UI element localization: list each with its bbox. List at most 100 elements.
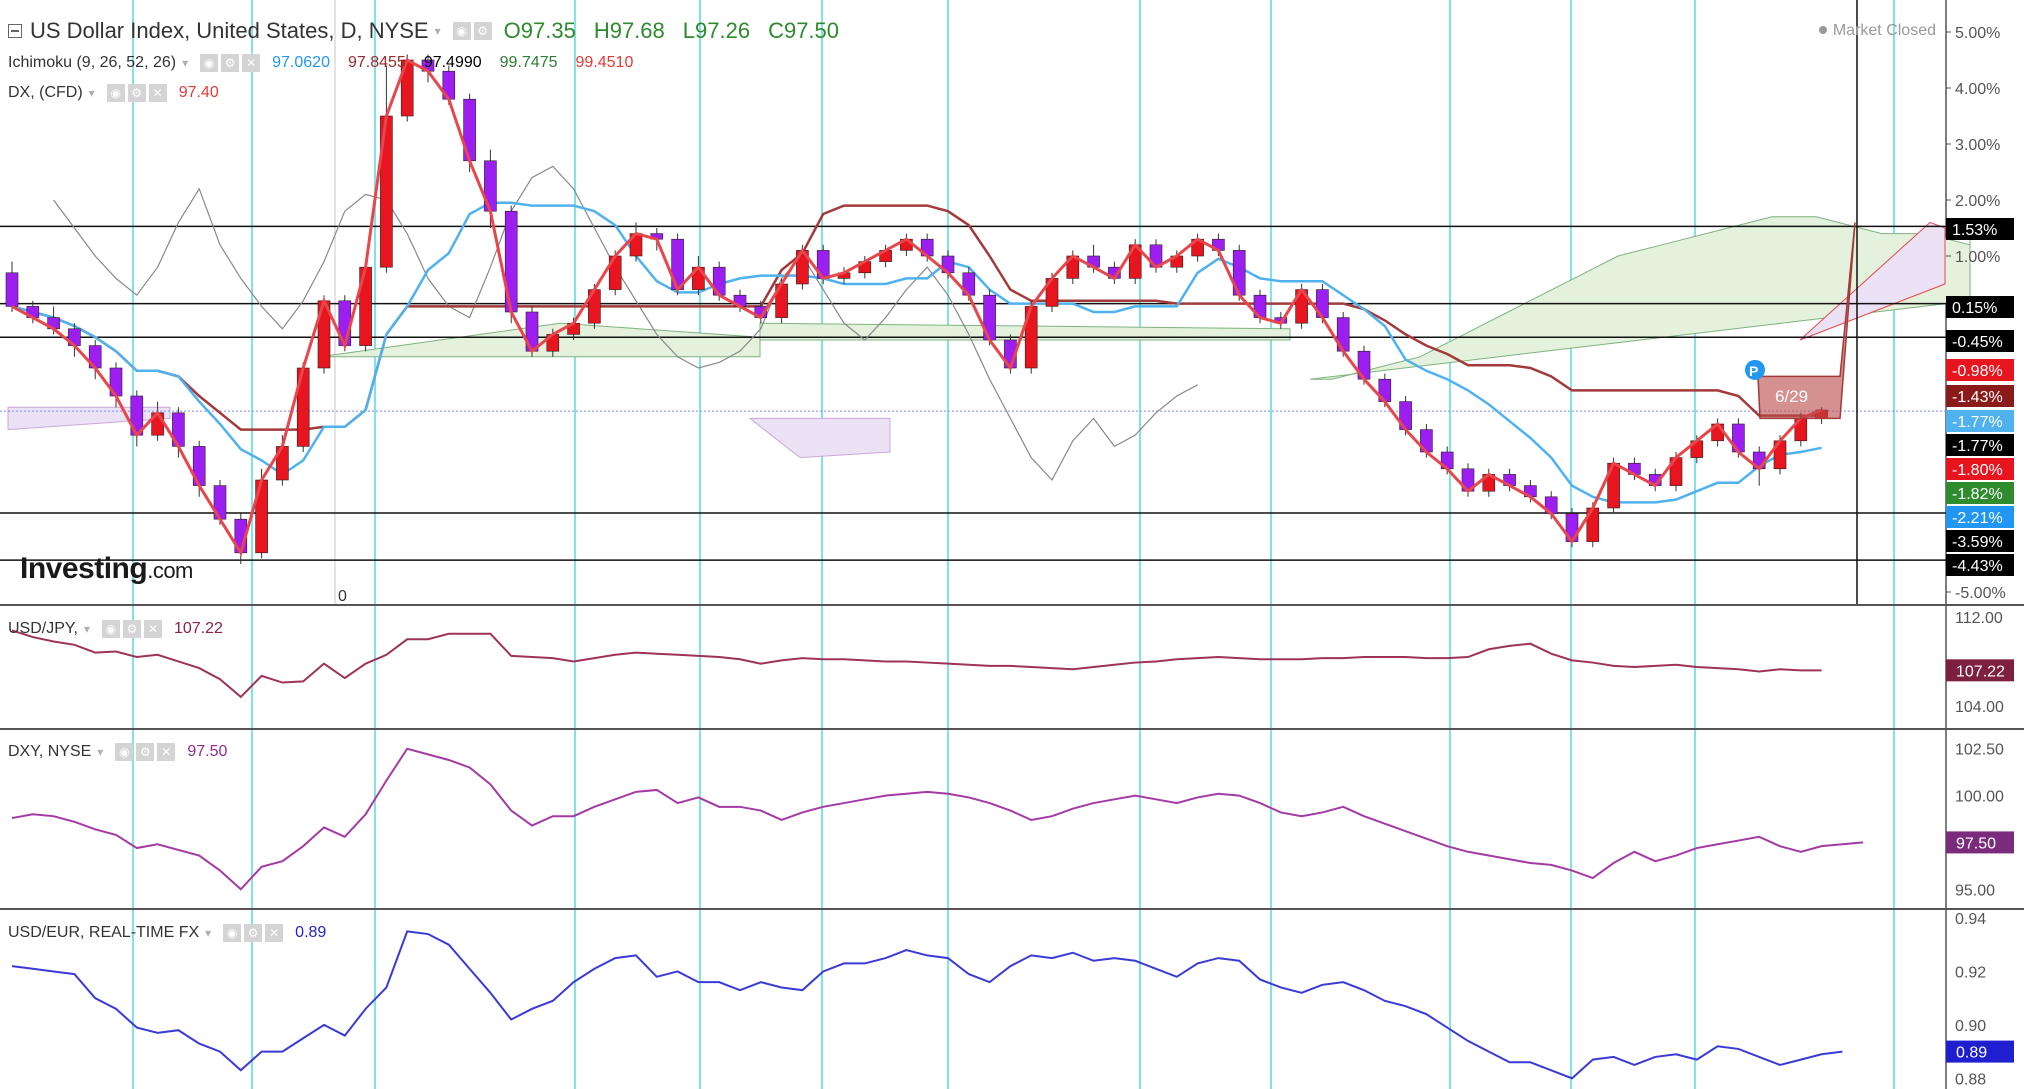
dx-close-line [11,57,1823,557]
price-badge-label: -2.21% [1952,510,2003,527]
logo-suffix: .com [147,558,193,583]
ichimoku-cloud-pink [1799,221,1946,341]
gear-icon[interactable]: ⚙ [221,54,240,72]
y-tick-label: 5.00% [1955,25,2000,42]
legend-tools: ◉ ⚙ [452,22,492,40]
y-tick-label: 0.90 [1955,1018,1986,1035]
price-badge-label: 1.53% [1952,222,1997,239]
price-badge [1946,458,2014,480]
ichimoku-cloud-pink [748,417,891,459]
chevron-down-icon[interactable]: ▾ [88,86,95,100]
usdeur-last-badge [1946,1040,2014,1063]
price-badge-label: -1.77% [1952,438,2003,455]
price-badge [1946,385,2014,407]
eye-icon[interactable]: ◉ [200,54,219,72]
price-badge [1946,554,2014,576]
y-tick-label: 104.00 [1955,699,2004,716]
price-badge [1946,506,2014,528]
ichimoku-base-line [11,204,1822,431]
gear-icon[interactable]: ⚙ [473,22,492,40]
chevron-down-icon[interactable]: ▾ [182,56,189,70]
ichimoku-lagging-span [53,165,1198,482]
collapse-icon[interactable] [8,24,22,38]
usdjpy-line [11,629,1822,699]
usdeur-name[interactable]: USD/EUR, REAL-TIME FX [8,924,200,941]
dxy-legend: DXY, NYSE ▾ ◉ ⚙ ✕ 97.50 [8,743,245,761]
dx-legend: DX, (CFD) ▾ ◉ ⚙ ✕ 97.40 [8,84,237,102]
marker-label: P [1749,363,1758,379]
close-icon[interactable]: ✕ [265,924,284,942]
price-badge [1946,410,2014,432]
close-icon[interactable]: ✕ [157,743,176,761]
price-badge-label: -1.80% [1952,462,2003,479]
usdjpy-last-badge [1946,659,2014,682]
price-badge-label: -1.43% [1952,389,2003,406]
price-badge [1946,482,2014,504]
y-tick-label: 4.00% [1955,81,2000,98]
gear-icon[interactable]: ⚙ [136,743,155,761]
dx-name[interactable]: DX, (CFD) [8,84,83,101]
usdjpy-value: 107.22 [173,620,223,637]
chevron-down-icon[interactable]: ▾ [83,622,90,636]
price-badge [1946,530,2014,552]
dxy-value: 97.50 [187,743,228,760]
ichimoku-name[interactable]: Ichimoku (9, 26, 52, 26) [8,54,177,71]
y-tick-label: 0.94 [1955,911,1986,928]
usdeur-last-value: 0.89 [1956,1045,1987,1062]
y-tick-label: 95.00 [1955,882,1995,899]
gear-icon[interactable]: ⚙ [127,84,146,102]
chevron-down-icon[interactable]: ▾ [434,24,441,38]
price-badge [1946,296,2014,318]
chevron-down-icon[interactable]: ▾ [205,926,212,940]
eye-icon[interactable]: ◉ [115,743,134,761]
ichimoku-lead1-value: 99.7475 [499,54,558,71]
usdeur-value: 0.89 [295,924,327,941]
price-badge-label: -3.59% [1952,534,2003,551]
close-icon[interactable]: ✕ [242,54,261,72]
ichimoku-lead2-value: 99.4510 [575,54,634,71]
y-tick-label: 112.00 [1955,610,2003,627]
projection-date-label: 6/29 [1775,387,1808,406]
gear-icon[interactable]: ⚙ [122,620,141,638]
close-icon[interactable]: ✕ [148,84,167,102]
projection-shape [1757,222,1856,420]
gear-icon[interactable]: ⚙ [244,924,263,942]
price-badge [1946,359,2014,381]
market-status-text: Market Closed [1832,22,1936,39]
chevron-down-icon[interactable]: ▾ [97,745,104,759]
price-badge [1946,434,2014,456]
close-icon[interactable]: ✕ [143,620,162,638]
eye-icon[interactable]: ◉ [106,84,125,102]
ichimoku-conversion-value: 97.0620 [272,54,330,71]
price-badge [1946,218,2014,240]
dxy-last-value: 97.50 [1956,835,1996,852]
legend-tools: ◉ ⚙ ✕ [101,620,162,638]
price-badge-label: 0.15% [1952,300,1997,317]
eye-icon[interactable]: ◉ [101,620,120,638]
price-badge-label: -1.82% [1952,486,2003,503]
usdeur-legend: USD/EUR, REAL-TIME FX ▾ ◉ ⚙ ✕ 0.89 [8,924,344,942]
eye-icon[interactable]: ◉ [452,22,471,40]
eye-icon[interactable]: ◉ [223,924,242,942]
y-tick-label: 3.00% [1955,137,2000,154]
dxy-last-badge [1946,831,2014,854]
dxy-line [11,747,1864,891]
dxy-name[interactable]: DXY, NYSE [8,743,92,760]
symbol-title[interactable]: US Dollar Index, United States, D, NYSE [30,18,429,43]
market-status: Market Closed [1818,22,1936,40]
low-value: L97.26 [682,18,751,43]
usdjpy-name[interactable]: USD/JPY, [8,620,78,637]
open-value: O97.35 [503,18,576,43]
dx-value: 97.40 [178,84,219,101]
legend-tools: ◉ ⚙ ✕ [115,743,176,761]
y-tick-label: 1.00% [1955,249,2000,266]
y-tick-label: 100.00 [1955,789,2004,806]
legend-tools: ◉ ⚙ ✕ [106,84,167,102]
price-badge-label: -1.77% [1952,414,2003,431]
marker-circle [1745,359,1765,380]
usdjpy-last-value: 107.22 [1956,663,2005,680]
y-tick-label: 2.00% [1955,193,2000,210]
high-value: H97.68 [593,18,665,43]
investing-logo: Investing.com [20,552,193,586]
